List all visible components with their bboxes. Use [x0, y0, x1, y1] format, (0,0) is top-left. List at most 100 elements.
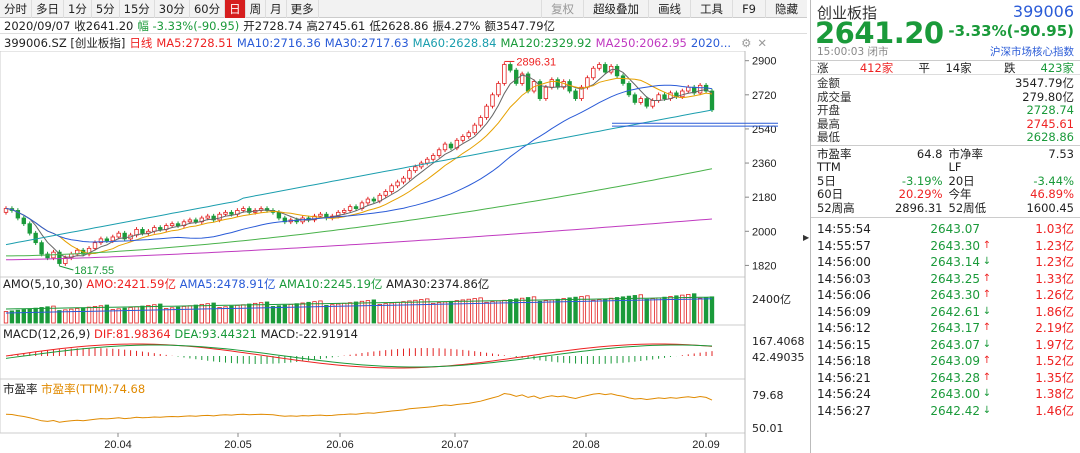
kline-chart[interactable]: 2900 2720 2540 2360 2180 2000 1820 2896.31 1817.… [0, 51, 807, 453]
amo-bar [413, 299, 418, 324]
candle-up [496, 83, 501, 96]
up-arrow-icon: ↑ [982, 289, 992, 300]
candle-down [620, 75, 626, 84]
dif-value: DIF:81.98364 [94, 327, 171, 341]
dea-line [5, 344, 713, 368]
adv-up: 412家 [859, 61, 894, 75]
macd-legend: MACD(12,26,9) DIF:81.98364 DEA:93.44321 … [3, 327, 358, 341]
amo-bar [614, 297, 620, 324]
tick-row: 14:56:18 2643.09 ↑ 1.52亿 [811, 353, 1080, 370]
candle-up [597, 64, 602, 69]
stat-row: 最高 2745.61 [811, 117, 1080, 132]
period-tab-10[interactable]: 更多 [287, 0, 319, 18]
market-tag-link[interactable]: 沪深市场核心指数 [990, 46, 1074, 58]
tick-time: 14:56:24 [817, 387, 871, 401]
candle-up [686, 86, 691, 92]
stat-label: 金额 [817, 76, 840, 90]
tick-volume: 1.26亿 [1035, 288, 1074, 302]
tick-time: 14:56:00 [817, 255, 871, 269]
macd-value: MACD:-22.91914 [260, 327, 358, 341]
period-tab-4[interactable]: 15分 [120, 0, 155, 18]
ama30-value: AMA30:2374.86亿 [386, 277, 490, 291]
tick-volume: 1.86亿 [1035, 304, 1074, 319]
candle-down [448, 143, 454, 149]
tick-price: 2643.30 [930, 238, 980, 253]
amo-bar [353, 301, 359, 324]
candle-down [371, 198, 377, 202]
ma-year[interactable]: 2020... [690, 35, 732, 50]
amo-bar [496, 300, 501, 324]
amo-bar [80, 307, 86, 324]
candle-down [555, 79, 560, 88]
amo-bar [537, 300, 543, 324]
candle-up [430, 155, 436, 160]
amo-bar [478, 297, 483, 324]
amo-bar [146, 304, 151, 324]
amo-bar [519, 297, 525, 324]
amo-bar [454, 300, 460, 324]
collapse-arrow-icon[interactable]: ▶ [803, 233, 810, 242]
toolbar-item-2[interactable]: 画线 [648, 0, 690, 18]
period-tab-9[interactable]: 月 [266, 0, 287, 18]
toolbar-item-3[interactable]: 工具 [690, 0, 732, 18]
info-open: 开2728.74 [243, 18, 303, 33]
tick-volume: 1.23亿 [1035, 255, 1074, 269]
toolbar-item-4[interactable]: F9 [732, 0, 765, 18]
candle-up [312, 215, 317, 221]
amo-bar [86, 306, 92, 324]
amo-bar [187, 305, 193, 324]
toolbar-item-5[interactable]: 隐藏 [765, 0, 807, 18]
close-icon[interactable]: ✕ [757, 35, 768, 50]
period-tab-2[interactable]: 1分 [64, 0, 92, 18]
period-tab-3[interactable]: 5分 [92, 0, 120, 18]
period-tab-0[interactable]: 分时 [0, 0, 32, 18]
info-amount: 额3547.79亿 [484, 18, 556, 33]
period-tab-6[interactable]: 60分 [190, 0, 226, 18]
amo-bar [300, 302, 305, 324]
pe-legend: 市盈率 市盈率(TTM):74.68 [3, 381, 145, 397]
amo-bar [555, 298, 560, 324]
amo-bar [401, 301, 406, 324]
ma120-line [6, 168, 713, 257]
amo-bar [543, 300, 549, 324]
amo-bar [128, 307, 133, 324]
amo-bar [110, 309, 115, 324]
down-arrow-icon: ↓ [982, 256, 992, 267]
down-arrow-icon: ↓ [982, 388, 992, 399]
toolbar-item-0[interactable]: 复权 [541, 0, 583, 18]
stat-label: 开盘 [817, 103, 840, 117]
tick-list[interactable]: 14:55:54 2643.07 1.03亿 14:55:57 2643.30 ↑ 1.23… [811, 217, 1080, 419]
amo-bar [502, 299, 507, 324]
amo-bar [175, 306, 181, 324]
ma60-label: MA60:2628.84 [412, 35, 497, 50]
amo-bar [116, 308, 121, 324]
tick-price: 2643.07 [930, 222, 980, 236]
amo-bar [312, 301, 317, 324]
stat-label: 成交量 [817, 89, 852, 104]
ma250-label: MA250:2062.95 [595, 35, 687, 50]
period-tab-1[interactable]: 多日 [32, 0, 64, 18]
candle-down [276, 211, 282, 219]
candle-up [680, 90, 685, 98]
period-tab-7[interactable]: 日 [225, 0, 246, 18]
tick-time: 14:56:06 [817, 288, 871, 302]
candle-up [585, 77, 590, 88]
period-tab-5[interactable]: 30分 [155, 0, 190, 18]
amo-bar [217, 307, 222, 324]
candle-down [508, 64, 513, 71]
period-tab-8[interactable]: 周 [246, 0, 267, 18]
amo-bar [229, 305, 234, 324]
amo-bar [638, 294, 643, 324]
toolbar-item-1[interactable]: 超级叠加 [583, 0, 648, 18]
candle-up [519, 73, 525, 84]
adv-down-label: 跌 [1003, 61, 1016, 75]
ma60-line [5, 109, 713, 246]
ama10-value: AMA10:2245.19亿 [279, 277, 383, 291]
amo-bar [27, 308, 32, 324]
adv-down: 423家 [1040, 61, 1074, 75]
candle-up [478, 117, 483, 126]
tick-time: 14:56:12 [817, 321, 871, 335]
stat-value: 2628.86 [1026, 130, 1074, 144]
settings-icon[interactable]: ⚙ [741, 35, 752, 50]
candle-up [697, 84, 703, 94]
